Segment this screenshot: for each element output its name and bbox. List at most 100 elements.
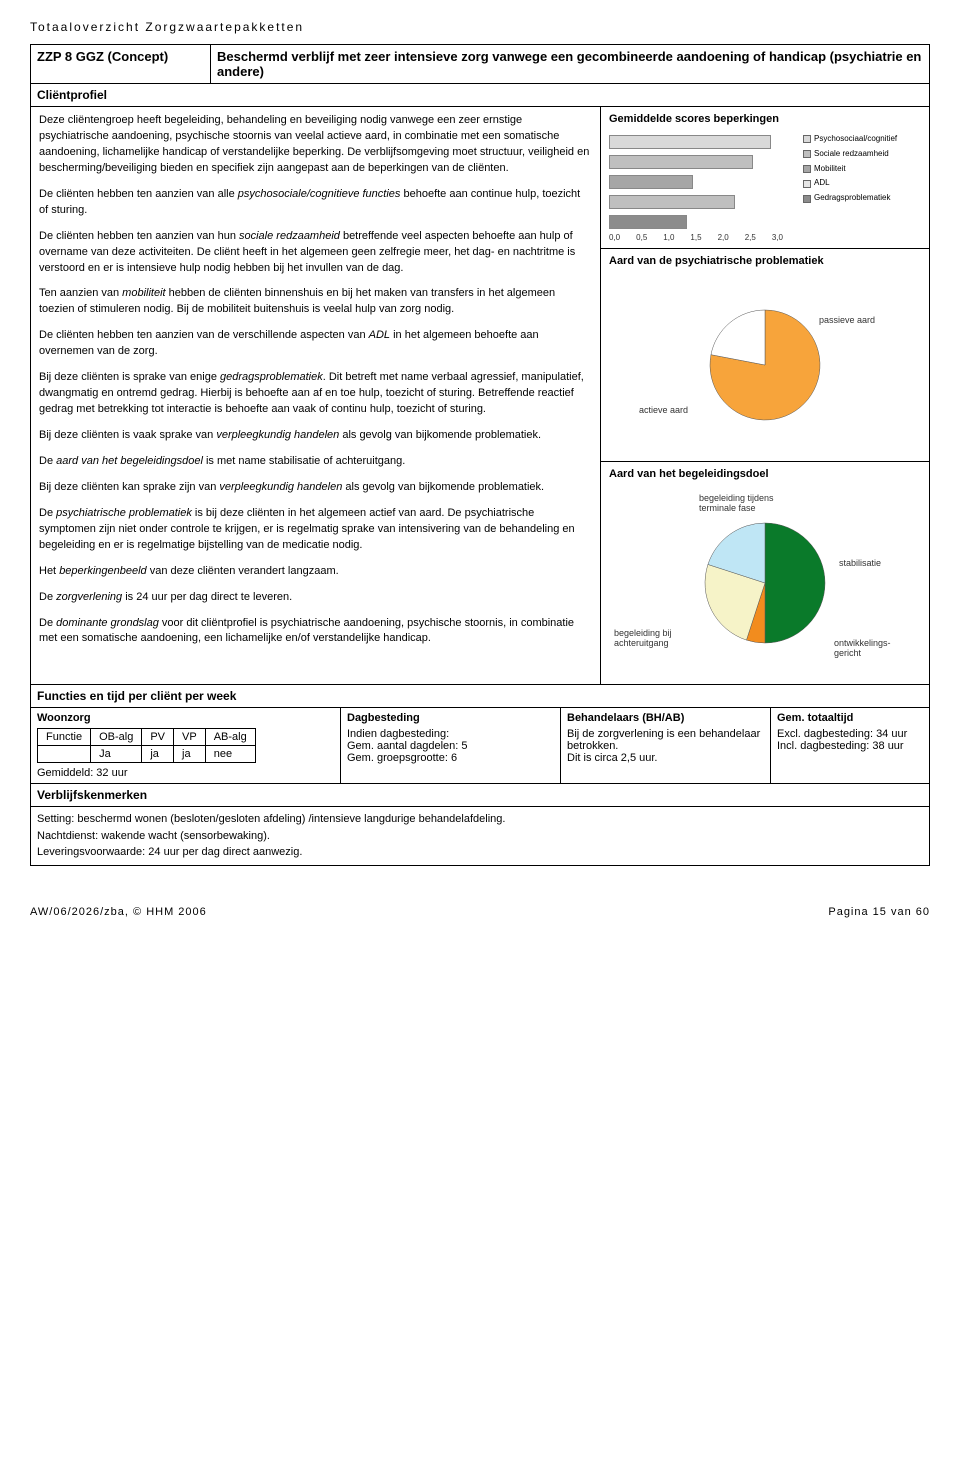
dagbesteding-l1: Indien dagbesteding: — [347, 728, 554, 740]
verblijf-l3: Leveringsvoorwaarde: 24 uur per dag dire… — [37, 844, 923, 861]
bar-tick: 2,5 — [745, 233, 772, 242]
profile-paragraph: De cliënten hebben ten aanzien van hun s… — [39, 229, 592, 277]
legend-item: Gedragsproblematiek — [803, 192, 897, 205]
wz-col: OB-alg — [91, 729, 142, 746]
pie1-block: Aard van de psychiatrische problematiek … — [601, 249, 929, 462]
bar-row — [609, 133, 799, 151]
profile-paragraph: De aard van het begeleidingsdoel is met … — [39, 454, 592, 470]
legend-swatch — [803, 135, 811, 143]
wz-col: Functie — [38, 729, 91, 746]
wz-val: ja — [174, 746, 206, 763]
pie-label: begeleiding bijachteruitgang — [614, 628, 672, 648]
profile-paragraph: Bij deze cliënten is sprake van enige ge… — [39, 370, 592, 418]
section-clientprofile: Cliëntprofiel — [31, 84, 929, 107]
legend-label: Sociale redzaamheid — [814, 148, 889, 161]
barchart-title: Gemiddelde scores beperkingen — [609, 113, 921, 125]
profile-paragraph: De dominante grondslag voor dit cliëntpr… — [39, 616, 592, 648]
charts-column: Gemiddelde scores beperkingen 0,00,51,01… — [601, 107, 929, 684]
pie-label: ontwikkelings-gericht — [834, 638, 891, 658]
dagbesteding-l3: Gem. groepsgrootte: 6 — [347, 752, 554, 764]
profile-paragraph: Ten aanzien van mobiliteit hebben de cli… — [39, 286, 592, 318]
dagbesteding-cell: Dagbesteding Indien dagbesteding: Gem. a… — [341, 708, 561, 783]
behandelaars-cell: Behandelaars (BH/AB) Bij de zorgverlenin… — [561, 708, 771, 783]
legend-item: Psychosociaal/cognitief — [803, 133, 897, 146]
legend-swatch — [803, 165, 811, 173]
profile-two-col: Deze cliëntengroep heeft begeleiding, be… — [31, 107, 929, 684]
bar — [609, 175, 693, 189]
pie-label: stabilisatie — [839, 558, 881, 568]
pie1-title: Aard van de psychiatrische problematiek — [609, 255, 921, 267]
dagbesteding-title: Dagbesteding — [347, 712, 554, 724]
bar-tick: 2,0 — [718, 233, 745, 242]
profile-paragraph: Het beperkingenbeeld van deze cliënten v… — [39, 564, 592, 580]
legend-swatch — [803, 150, 811, 158]
legend-label: Mobiliteit — [814, 163, 846, 176]
verblijf-l1: Setting: beschermd wonen (besloten/geslo… — [37, 811, 923, 828]
legend-label: ADL — [814, 177, 830, 190]
behandelaars-l2: Dit is circa 2,5 uur. — [567, 752, 764, 764]
bar-tick: 1,5 — [690, 233, 717, 242]
pie-label: passieve aard — [819, 315, 875, 325]
bar — [609, 155, 753, 169]
bar-row — [609, 153, 799, 171]
legend-item: ADL — [803, 177, 897, 190]
barchart: 0,00,51,01,52,02,53,0 — [609, 133, 799, 242]
profile-text: Deze cliëntengroep heeft begeleiding, be… — [31, 107, 601, 684]
bar-row — [609, 173, 799, 191]
wz-col: PV — [142, 729, 174, 746]
woonzorg-title: Woonzorg — [37, 712, 334, 724]
pie-slice — [765, 523, 825, 643]
page-footer: AW/06/2026/zba, © HHM 2006 Pagina 15 van… — [30, 906, 930, 918]
legend-swatch — [803, 180, 811, 188]
functies-header: Functies en tijd per cliënt per week — [31, 685, 929, 708]
totaal-cell: Gem. totaaltijd Excl. dagbesteding: 34 u… — [771, 708, 929, 783]
bar-tick: 0,5 — [636, 233, 663, 242]
wz-col: VP — [174, 729, 206, 746]
main-container: ZZP 8 GGZ (Concept) Beschermd verblijf m… — [30, 44, 930, 866]
pie1-wrap: actieve aard passieve aard — [609, 275, 921, 455]
wz-val: nee — [205, 746, 255, 763]
bar-row — [609, 213, 799, 231]
profile-paragraph: De zorgverlening is 24 uur per dag direc… — [39, 590, 592, 606]
footer-left: AW/06/2026/zba, © HHM 2006 — [30, 906, 207, 918]
pie2-title: Aard van het begeleidingsdoel — [609, 468, 921, 480]
title-row: ZZP 8 GGZ (Concept) Beschermd verblijf m… — [31, 45, 929, 84]
verblijf-section: Verblijfskenmerken Setting: beschermd wo… — [31, 783, 929, 865]
profile-paragraph: Bij deze cliënten is vaak sprake van ver… — [39, 428, 592, 444]
profile-paragraph: Deze cliëntengroep heeft begeleiding, be… — [39, 113, 592, 177]
profile-paragraph: Bij deze cliënten kan sprake zijn van ve… — [39, 480, 592, 496]
legend-label: Gedragsproblematiek — [814, 192, 890, 205]
totaal-l2: Incl. dagbesteding: 38 uur — [777, 740, 923, 752]
verblijf-body: Setting: beschermd wonen (besloten/geslo… — [31, 807, 929, 865]
functies-section: Functies en tijd per cliënt per week Woo… — [31, 684, 929, 783]
legend-item: Mobiliteit — [803, 163, 897, 176]
bar — [609, 195, 735, 209]
wz-val: ja — [142, 746, 174, 763]
behandelaars-title: Behandelaars (BH/AB) — [567, 712, 764, 724]
woonzorg-cell: Woonzorg FunctieOB-algPVVPAB-alg Jajajan… — [31, 708, 341, 783]
pie2-block: Aard van het begeleidingsdoel begeleidin… — [601, 462, 929, 684]
behandelaars-l1: Bij de zorgverlening is een behandelaar … — [567, 728, 764, 752]
bar-tick: 3,0 — [772, 233, 799, 242]
verblijf-l2: Nachtdienst: wakende wacht (sensorbewaki… — [37, 828, 923, 845]
pie2-wrap: begeleiding tijdensterminale fase stabili… — [609, 488, 921, 678]
wz-val — [38, 746, 91, 763]
profile-paragraph: De cliënten hebben ten aanzien van alle … — [39, 187, 592, 219]
bar-row — [609, 193, 799, 211]
dagbesteding-l2: Gem. aantal dagdelen: 5 — [347, 740, 554, 752]
legend-label: Psychosociaal/cognitief — [814, 133, 897, 146]
woonzorg-avg: Gemiddeld: 32 uur — [37, 767, 334, 779]
bar — [609, 135, 771, 149]
bar-tick: 1,0 — [663, 233, 690, 242]
legend-item: Sociale redzaamheid — [803, 148, 897, 161]
verblijf-header: Verblijfskenmerken — [31, 784, 929, 807]
bar — [609, 215, 687, 229]
pie-label: actieve aard — [639, 405, 688, 415]
barchart-block: Gemiddelde scores beperkingen 0,00,51,01… — [601, 107, 929, 249]
footer-right: Pagina 15 van 60 — [828, 906, 930, 918]
profile-paragraph: De psychiatrische problematiek is bij de… — [39, 506, 592, 554]
totaal-l1: Excl. dagbesteding: 34 uur — [777, 728, 923, 740]
pie-label: begeleiding tijdensterminale fase — [699, 493, 774, 513]
page-header: Totaaloverzicht Zorgzwaartepakketten — [30, 20, 930, 34]
barchart-legend: Psychosociaal/cognitief Sociale redzaamhe… — [803, 133, 897, 242]
